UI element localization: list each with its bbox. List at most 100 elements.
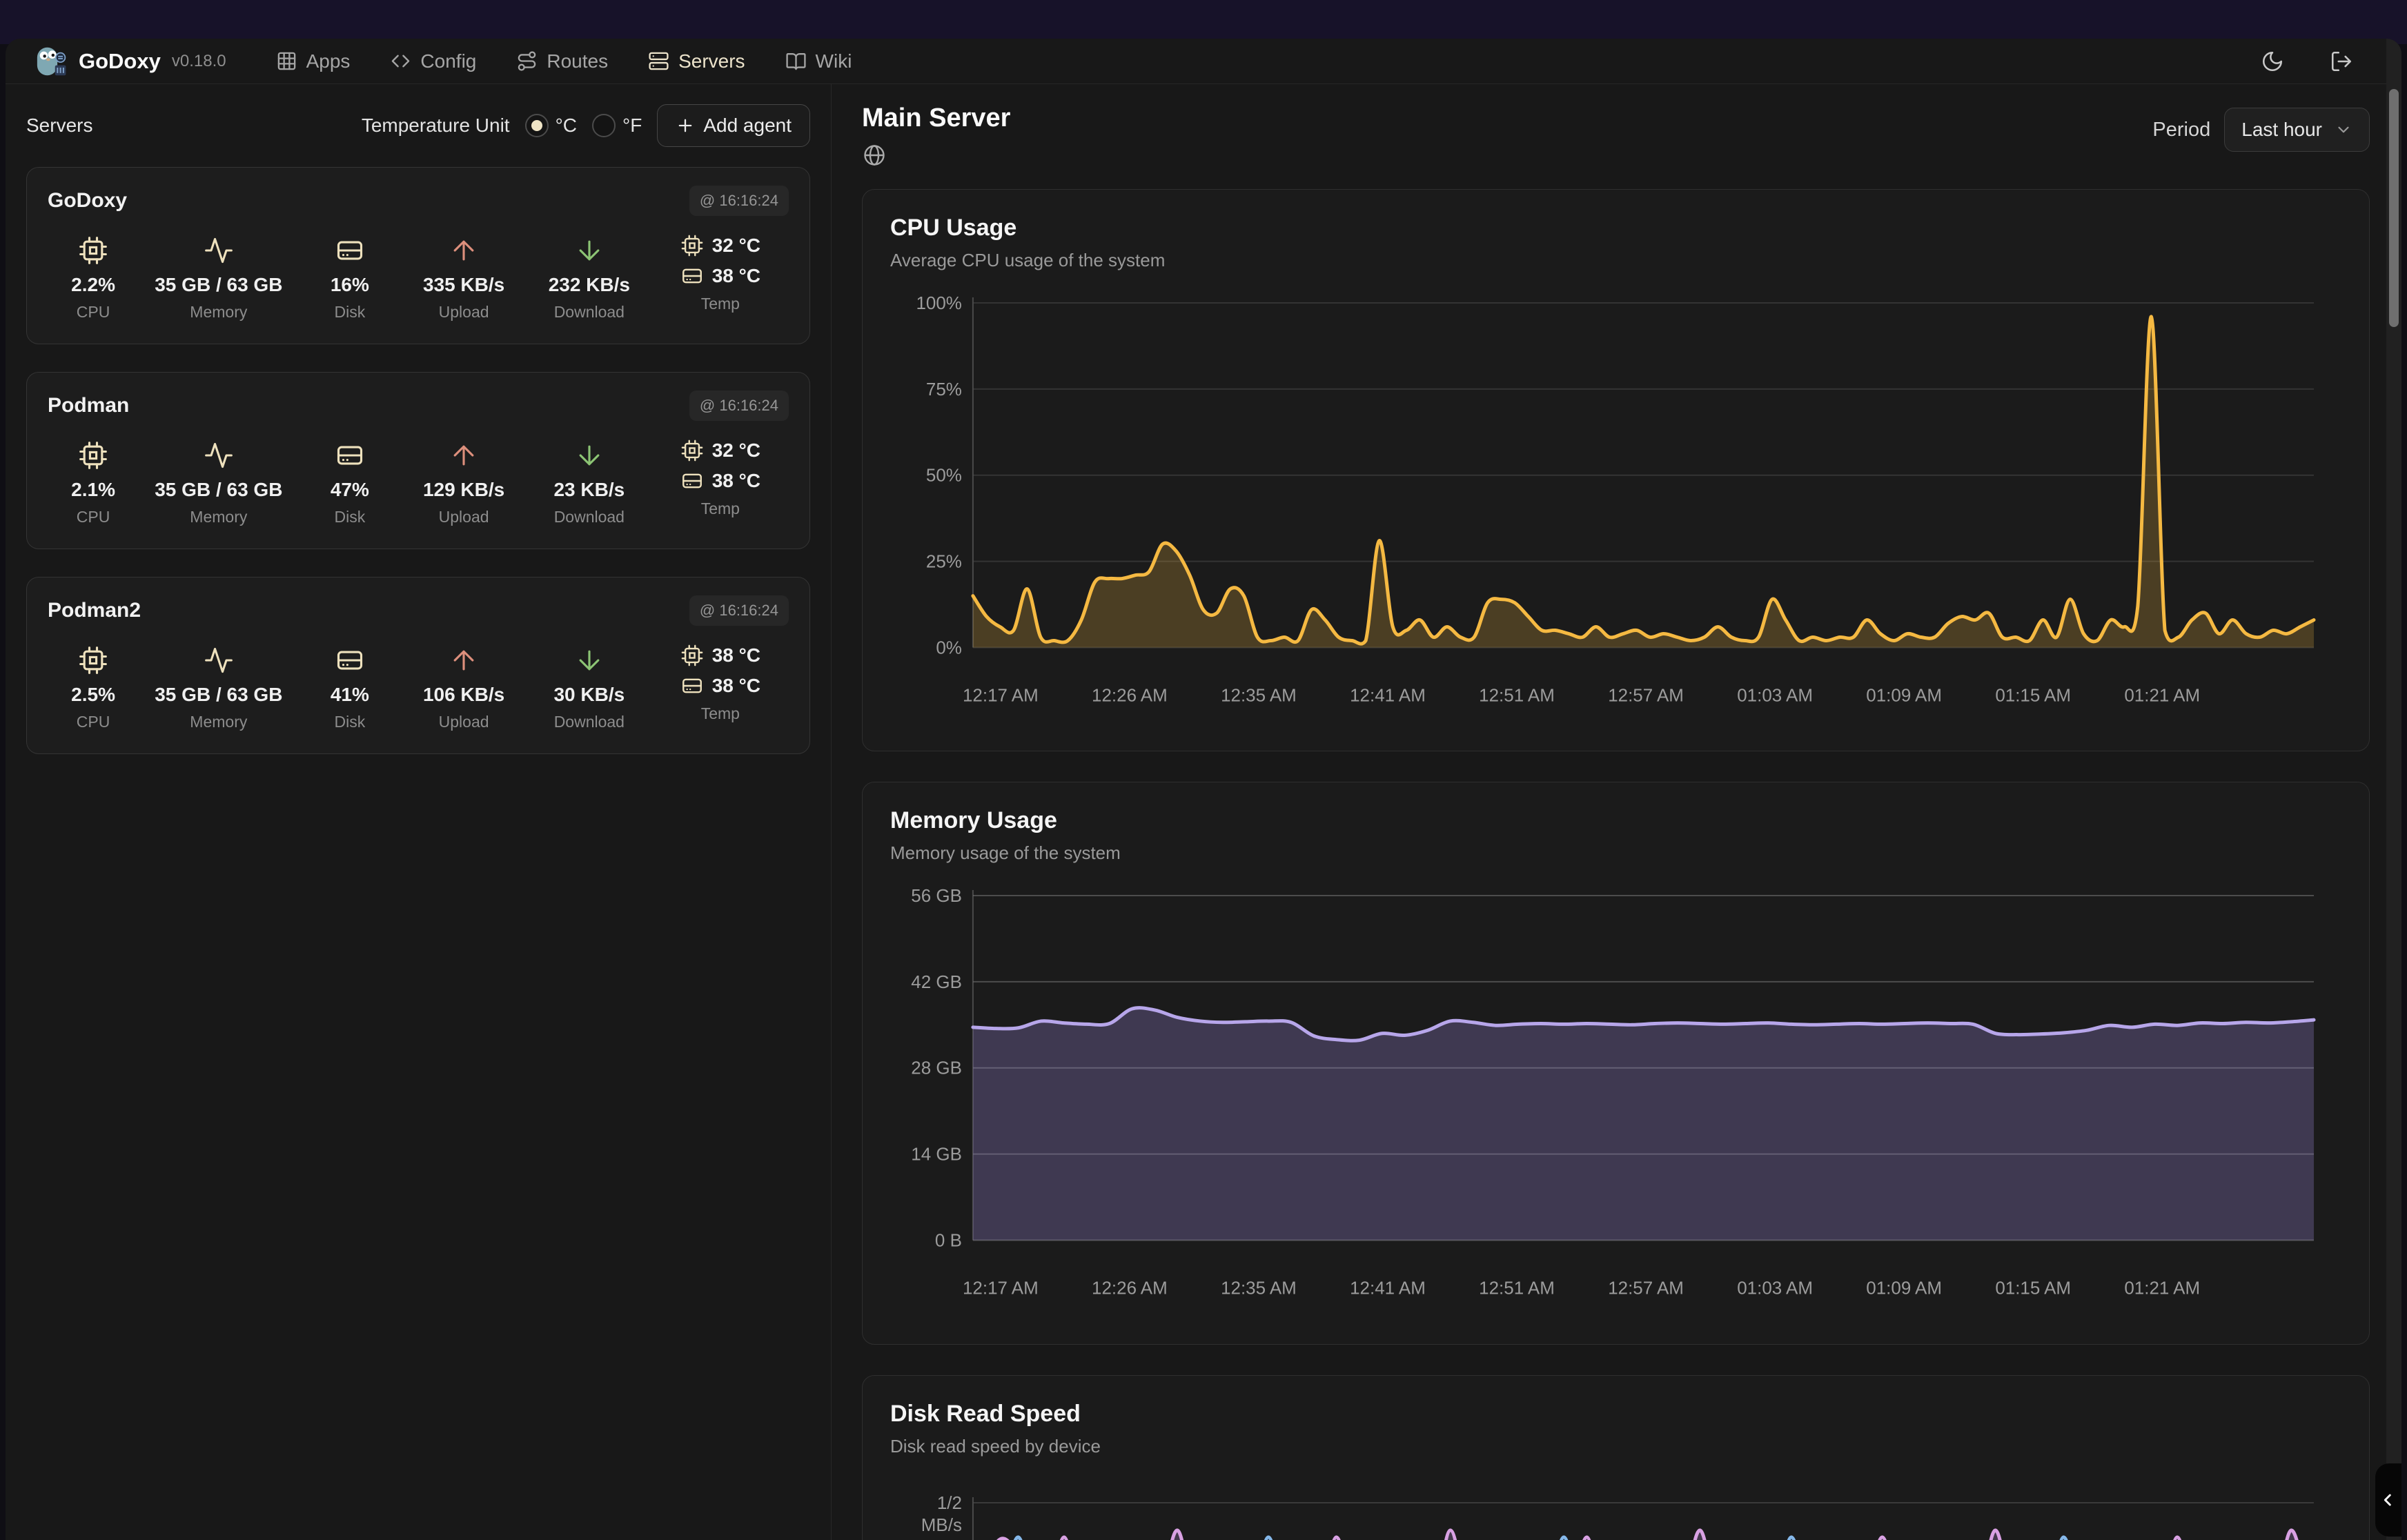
memory-value: 35 GB / 63 GB: [155, 684, 283, 705]
stat-cpu: 2.5% CPU: [48, 644, 139, 731]
route-icon: [518, 51, 536, 71]
disk-temp-value: 38 °C: [711, 265, 761, 286]
download-label: Download: [553, 508, 625, 526]
upload-value: 129 KB/s: [422, 479, 505, 500]
stat-disk: 47% Disk: [299, 439, 402, 526]
upload-label: Upload: [438, 508, 489, 526]
nav-item-routes[interactable]: Routes: [516, 50, 608, 72]
nav-item-apps[interactable]: Apps: [276, 50, 350, 72]
server-card-podman2[interactable]: Podman2 @ 16:16:24 2.5% CPU 35 GB / 63 G…: [26, 577, 810, 754]
cpu-value: 2.5%: [71, 684, 115, 705]
svg-text:12:26 AM: 12:26 AM: [1092, 684, 1168, 705]
collapse-panel-tab[interactable]: [2375, 1463, 2401, 1537]
svg-text:12:41 AM: 12:41 AM: [1350, 684, 1426, 705]
browser-top-strip: [0, 0, 2407, 44]
app-window: GoDoxy v0.18.0 Apps Config Routes Server…: [6, 39, 2401, 1540]
disk-temp-value: 38 °C: [711, 675, 761, 696]
cpu-value: 2.2%: [71, 274, 115, 295]
add-agent-button[interactable]: Add agent: [657, 104, 810, 147]
svg-text:25%: 25%: [926, 551, 962, 572]
nav-label: Servers: [678, 50, 745, 72]
server-stack-icon: [649, 52, 669, 70]
server-timestamp: @ 16:16:24: [689, 391, 789, 421]
memory-value: 35 GB / 63 GB: [155, 479, 283, 500]
stat-upload: 129 KB/s Upload: [401, 439, 527, 526]
arrow-down-icon: [574, 644, 605, 677]
code-icon: [392, 55, 410, 68]
scrollbar-track[interactable]: [2386, 39, 2401, 1540]
chart-title: Memory Usage: [890, 807, 1057, 834]
server-timestamp: @ 16:16:24: [689, 595, 789, 626]
globe-icon[interactable]: [862, 143, 1010, 171]
svg-text:01:21 AM: 01:21 AM: [2124, 1278, 2200, 1299]
svg-text:01:03 AM: 01:03 AM: [1737, 1278, 1813, 1299]
memory-usage-chart: 56 GB 42 GB 28 GB 14 GB 0 B 12:17 AM 12:26 AM 1…: [911, 885, 2316, 1299]
stat-upload: 106 KB/s Upload: [401, 644, 527, 731]
disk-temp-value: 38 °C: [711, 470, 761, 491]
stat-memory: 35 GB / 63 GB Memory: [139, 234, 298, 322]
brand-version: v0.18.0: [171, 51, 226, 70]
upload-label: Upload: [438, 303, 489, 321]
navbar: GoDoxy v0.18.0 Apps Config Routes Server…: [6, 39, 2401, 84]
cpu-usage-card: CPU Usage Average CPU usage of the syste…: [862, 189, 2370, 752]
harddrive-icon: [682, 678, 702, 693]
radio-celsius[interactable]: [524, 114, 549, 137]
nav-label: Wiki: [815, 50, 852, 72]
svg-text:100%: 100%: [916, 293, 961, 313]
disk-value: 16%: [330, 274, 369, 295]
nav-label: Config: [420, 50, 477, 72]
svg-text:50%: 50%: [926, 465, 962, 486]
download-value: 23 KB/s: [553, 479, 625, 500]
cpu-temp-value: 38 °C: [711, 644, 761, 666]
svg-text:MB/s: MB/s: [921, 1514, 962, 1535]
nav-item-wiki[interactable]: Wiki: [785, 50, 852, 72]
svg-text:1/2: 1/2: [937, 1492, 962, 1513]
nav-item-config[interactable]: Config: [390, 50, 476, 72]
stat-cpu: 2.2% CPU: [48, 234, 139, 322]
stat-disk: 16% Disk: [299, 234, 402, 322]
arrow-down-icon: [574, 234, 605, 267]
server-timestamp: @ 16:16:24: [689, 186, 789, 216]
svg-text:14 GB: 14 GB: [911, 1144, 962, 1165]
stat-memory: 35 GB / 63 GB Memory: [139, 439, 298, 526]
stat-memory: 35 GB / 63 GB Memory: [139, 644, 298, 731]
stat-download: 23 KB/s Download: [527, 439, 652, 526]
scrollbar-thumb[interactable]: [2389, 89, 2399, 327]
cpu-label: CPU: [76, 508, 110, 526]
temp-label: Temp: [700, 500, 740, 517]
book-open-icon: [785, 53, 806, 70]
stat-upload: 335 KB/s Upload: [401, 234, 527, 322]
period-select[interactable]: Last hour: [2224, 108, 2370, 152]
harddrive-icon: [335, 644, 365, 677]
period-value: Last hour: [2241, 119, 2322, 140]
download-value: 232 KB/s: [548, 274, 630, 295]
nav-item-servers[interactable]: Servers: [648, 50, 745, 72]
svg-text:28 GB: 28 GB: [911, 1058, 962, 1078]
svg-text:01:09 AM: 01:09 AM: [1866, 684, 1942, 705]
main-panel: Main Server Period Last hour CPU Usage A…: [832, 84, 2401, 1540]
svg-text:01:15 AM: 01:15 AM: [1995, 1278, 2071, 1299]
harddrive-icon: [682, 473, 702, 488]
disk-value: 41%: [330, 684, 369, 705]
svg-text:0%: 0%: [936, 637, 962, 658]
chart-subtitle: Memory usage of the system: [890, 842, 1121, 864]
plus-icon: [678, 119, 692, 132]
apps-grid-icon: [277, 52, 295, 70]
server-card-podman[interactable]: Podman @ 16:16:24 2.1% CPU 35 GB / 63 GB: [26, 372, 810, 549]
disk-label: Disk: [334, 303, 366, 321]
memory-label: Memory: [190, 303, 248, 321]
server-card-godoxy[interactable]: GoDoxy @ 16:16:24 2.2% CPU 35 GB / 63 GB: [26, 167, 810, 344]
svg-text:01:21 AM: 01:21 AM: [2124, 684, 2200, 705]
stat-temp: 32 °C 38 °C Temp: [652, 234, 789, 322]
logout-icon[interactable]: [2330, 50, 2353, 73]
chevron-down-icon: [2338, 126, 2349, 133]
moon-icon[interactable]: [2261, 50, 2284, 73]
cpu-temp-value: 32 °C: [711, 440, 761, 461]
radio-fahrenheit[interactable]: [592, 114, 616, 137]
svg-text:75%: 75%: [926, 379, 962, 399]
harddrive-icon: [335, 234, 365, 267]
upload-label: Upload: [438, 713, 489, 731]
svg-text:12:57 AM: 12:57 AM: [1608, 1278, 1684, 1299]
memory-value: 35 GB / 63 GB: [155, 274, 283, 295]
svg-text:12:57 AM: 12:57 AM: [1608, 684, 1684, 705]
